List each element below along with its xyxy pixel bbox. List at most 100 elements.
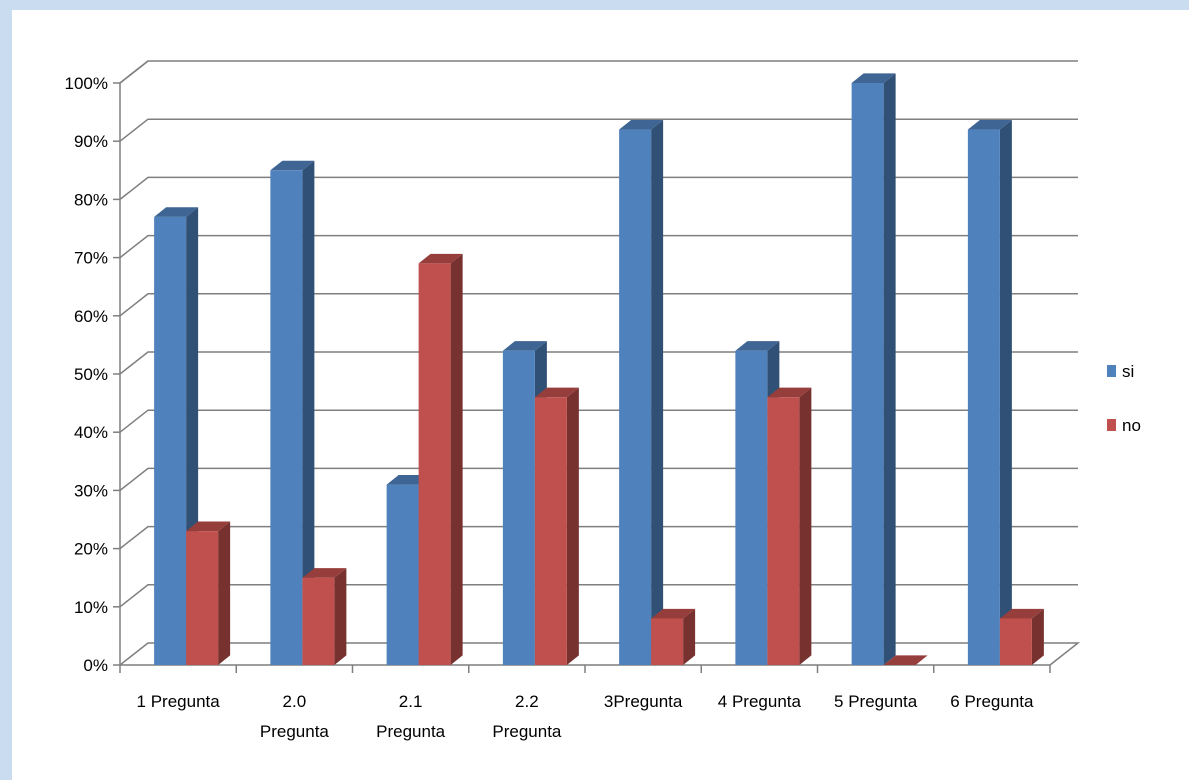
bar-front-face <box>735 350 768 665</box>
bar-front-face <box>534 397 567 665</box>
bar-si <box>619 119 664 665</box>
category-label-line: 1 Pregunta <box>137 692 221 711</box>
bar-top-face <box>418 253 463 264</box>
category-label: 4 Pregunta <box>718 692 802 711</box>
floor-edge <box>119 642 1081 666</box>
category-label-line: 2.2 <box>515 692 539 711</box>
y-tick-label: 30% <box>74 481 108 500</box>
category-label: 2.0 Pregunta <box>260 692 330 741</box>
bar-side-face <box>683 608 696 665</box>
bar-top-face <box>967 119 1012 130</box>
bar-front-face <box>967 129 1000 665</box>
legend-label-si: si <box>1122 362 1134 381</box>
bar-chart: 0% 10% 20% 30% 40% 50% 60% 70% 80% 90% 100% 1 Pregu… <box>65 60 1141 741</box>
bar-si <box>270 160 315 666</box>
gridline <box>119 118 1078 142</box>
bar-top-face <box>154 207 199 217</box>
y-tick-label: 40% <box>74 423 108 442</box>
bar-front-face <box>386 484 419 665</box>
bar-no <box>651 608 696 665</box>
bar-si <box>967 119 1012 665</box>
bar-front-face <box>186 531 219 665</box>
gridline <box>119 584 1078 608</box>
gridline <box>119 525 1078 550</box>
bar-side-face <box>566 387 579 665</box>
bar-side-face <box>334 568 347 665</box>
legend-label-no: no <box>1122 416 1141 435</box>
bar-top-face <box>534 387 579 398</box>
chart-area: 0% 10% 20% 30% 40% 50% 60% 70% 80% 90% 100% 1 Pregu… <box>12 10 1189 780</box>
gridline <box>119 60 1078 84</box>
category-label-line: Pregunta <box>376 722 446 741</box>
bar-front-face <box>270 170 303 666</box>
bar-front-face <box>154 216 187 666</box>
gridline <box>119 409 1078 433</box>
bar-si <box>851 73 896 665</box>
bar-front-face <box>302 577 335 665</box>
category-label-line: 4 Pregunta <box>718 692 802 711</box>
y-tick-label: 20% <box>74 540 108 559</box>
bar-side-face <box>651 119 664 665</box>
bar-front-face <box>619 129 652 665</box>
bar-front-face <box>651 618 684 665</box>
category-label-line: 2.0 <box>283 692 307 711</box>
category-label: 1 Pregunta <box>137 692 221 711</box>
gridline <box>119 234 1078 259</box>
bar-top-face <box>502 341 547 351</box>
y-tick-label: 80% <box>74 190 108 209</box>
bar-top-face <box>302 568 347 578</box>
gridline <box>119 351 1078 375</box>
category-label: 2.1 Pregunta <box>376 692 446 741</box>
category-label: 6 Pregunta <box>950 692 1034 711</box>
y-tick-label: 90% <box>74 132 108 151</box>
bar-top-face <box>883 655 928 665</box>
bar-front-face <box>851 83 884 665</box>
bar-side-face <box>218 521 231 665</box>
category-label-line: Pregunta <box>492 722 562 741</box>
y-tick-label: 60% <box>74 307 108 326</box>
category-label: 2.2 Pregunta <box>492 692 562 741</box>
bar-no <box>418 253 463 665</box>
bar-no <box>186 521 231 665</box>
bar-side-face <box>450 253 463 665</box>
bar-no <box>999 608 1044 665</box>
category-label-line: 3Pregunta <box>604 692 683 711</box>
legend-swatch-no <box>1107 419 1116 431</box>
bar-front-face <box>418 263 451 665</box>
category-label-line: Pregunta <box>260 722 330 741</box>
bar-side-face <box>799 387 812 665</box>
bar-no <box>302 568 347 665</box>
bar-side-face <box>883 73 896 665</box>
bar-front-face <box>502 350 535 665</box>
category-label-line: 2.1 <box>399 692 423 711</box>
bar-top-face <box>651 608 696 619</box>
y-tick-label: 0% <box>83 656 108 675</box>
gridline <box>119 467 1078 491</box>
gridline <box>119 176 1078 200</box>
bar-top-face <box>999 608 1044 619</box>
bar-top-face <box>735 341 780 351</box>
bar-side-face <box>1031 608 1044 665</box>
bar-top-face <box>767 387 812 398</box>
category-label-line: 6 Pregunta <box>950 692 1034 711</box>
y-tick-label: 50% <box>74 365 108 384</box>
bar-front-face <box>999 618 1032 665</box>
bar-no <box>534 387 579 665</box>
bar-side-face <box>999 119 1012 665</box>
category-label: 5 Pregunta <box>834 692 918 711</box>
bar-no <box>883 655 928 665</box>
bar-top-face <box>186 521 231 532</box>
bar-top-face <box>851 73 896 83</box>
bar-front-face <box>767 397 800 665</box>
category-label-line: 5 Pregunta <box>834 692 918 711</box>
bar-top-face <box>270 160 315 171</box>
bar-side-face <box>302 160 315 665</box>
gridline <box>119 293 1078 317</box>
bar-no <box>767 387 812 665</box>
y-tick-label: 100% <box>65 74 108 93</box>
bar-top-face <box>619 119 664 130</box>
category-label: 3Pregunta <box>604 692 683 711</box>
y-tick-label: 70% <box>74 249 108 268</box>
legend-swatch-si <box>1107 365 1116 377</box>
y-tick-label: 10% <box>74 598 108 617</box>
